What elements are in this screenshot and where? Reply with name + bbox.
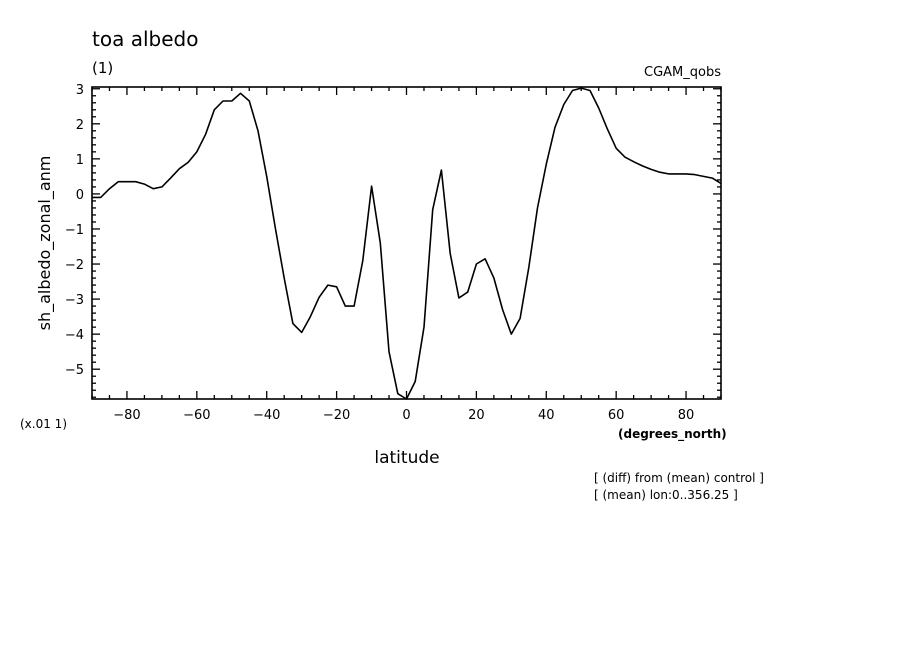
- plot-frame: [91, 86, 722, 400]
- y-tick-label: −1: [65, 223, 84, 238]
- footnote-diff: [ (diff) from (mean) control ]: [594, 471, 764, 485]
- footnote-mean: [ (mean) lon:0..356.25 ]: [594, 488, 738, 502]
- x-tick-label: −60: [183, 408, 210, 423]
- y-tick-label: 0: [76, 188, 84, 203]
- dataset-label: CGAM_qobs: [644, 65, 721, 80]
- axis-ticks: [91, 87, 722, 399]
- y-axis-tick-labels: 3 2 1 0 −1 −2 −3 −4 −5: [65, 83, 84, 378]
- y-tick-label: 1: [76, 153, 84, 168]
- x-tick-label: 20: [468, 408, 485, 423]
- y-tick-label: −4: [65, 328, 84, 343]
- x-axis-label: latitude: [374, 448, 439, 468]
- y-tick-label: −2: [65, 258, 84, 273]
- y-axis-label: sh_albedo_zonal_anm: [35, 156, 55, 331]
- chart-title: toa albedo: [92, 27, 198, 51]
- y-tick-label: −3: [65, 293, 84, 308]
- chart-subtitle: (1): [92, 59, 113, 77]
- x-tick-label: −40: [253, 408, 280, 423]
- x-units-label: (degrees_north): [618, 427, 727, 442]
- x-tick-label: 40: [538, 408, 555, 423]
- y-tick-label: 2: [76, 118, 84, 133]
- y-tick-label: −5: [65, 363, 84, 378]
- x-tick-label: −20: [323, 408, 350, 423]
- x-tick-label: −80: [113, 408, 140, 423]
- x-tick-label: 0: [402, 408, 410, 423]
- x-tick-label: 80: [678, 408, 695, 423]
- series-line: [92, 87, 722, 400]
- y-scale-note: (x.01 1): [20, 417, 67, 431]
- x-axis-tick-labels: −80 −60 −40 −20 0 20 40 60 80: [113, 408, 694, 423]
- y-tick-label: 3: [76, 83, 84, 98]
- x-tick-label: 60: [608, 408, 625, 423]
